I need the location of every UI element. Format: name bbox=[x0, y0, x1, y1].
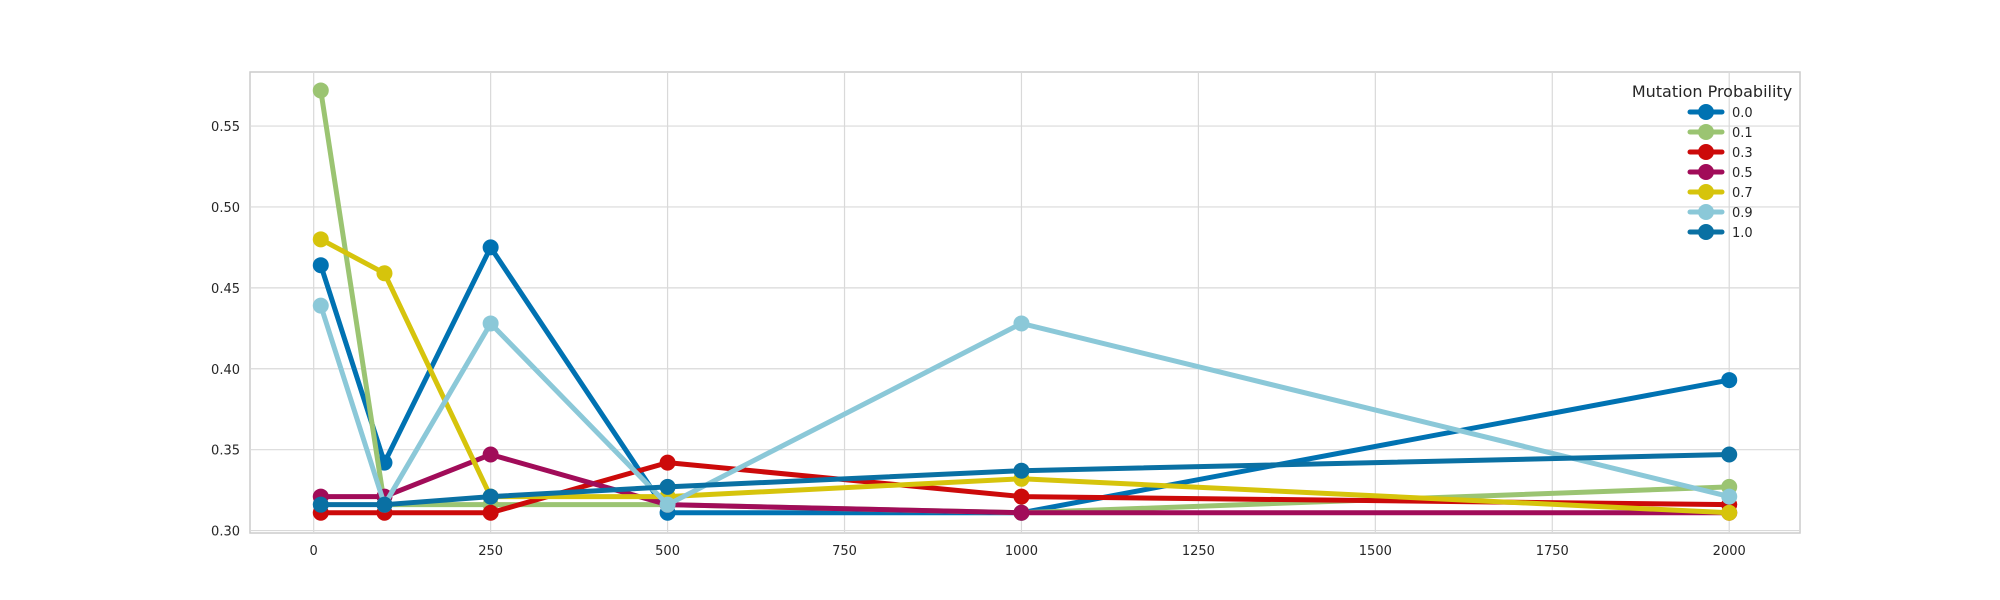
legend-item: 0.5 bbox=[1687, 164, 1753, 181]
legend-title: Mutation Probability bbox=[1632, 82, 1792, 101]
data-point bbox=[1721, 488, 1738, 505]
data-point bbox=[482, 239, 499, 256]
data-point bbox=[1013, 315, 1030, 332]
data-point bbox=[376, 265, 393, 282]
legend-marker bbox=[1698, 184, 1714, 200]
data-point bbox=[312, 82, 329, 99]
data-point bbox=[482, 504, 499, 521]
series-line bbox=[318, 452, 1732, 508]
legend-marker bbox=[1698, 224, 1714, 240]
x-tick-label: 1750 bbox=[1536, 544, 1569, 559]
series-line bbox=[318, 303, 1732, 508]
series-group bbox=[312, 82, 1738, 521]
legend: Mutation Probability 0.0 0.1 0.3 0.5 0.7 0.9 1… bbox=[1632, 82, 1792, 241]
data-point bbox=[312, 231, 329, 248]
legend-marker bbox=[1698, 104, 1714, 120]
series-1.0 bbox=[312, 446, 1738, 513]
legend-item: 0.0 bbox=[1687, 104, 1753, 121]
x-tick-label: 500 bbox=[655, 544, 680, 559]
data-point bbox=[1721, 446, 1738, 463]
data-point bbox=[376, 496, 393, 513]
legend-label: 0.7 bbox=[1732, 186, 1753, 201]
legend-marker bbox=[1698, 204, 1714, 220]
legend-label: 0.3 bbox=[1732, 146, 1753, 161]
y-tick-label: 0.50 bbox=[211, 201, 240, 216]
series-0.9 bbox=[312, 297, 1738, 513]
y-tick-label: 0.40 bbox=[211, 363, 240, 378]
y-tick-label: 0.35 bbox=[211, 444, 240, 459]
data-point bbox=[1013, 504, 1030, 521]
legend-marker bbox=[1698, 124, 1714, 140]
x-tick-label: 1250 bbox=[1182, 544, 1215, 559]
y-tick-label: 0.45 bbox=[211, 282, 240, 297]
series-line bbox=[318, 452, 1732, 516]
data-point bbox=[1721, 372, 1738, 389]
x-tick-label: 1000 bbox=[1005, 544, 1038, 559]
legend-item: 1.0 bbox=[1687, 224, 1753, 241]
x-tick-label: 0 bbox=[310, 544, 318, 559]
tick-labels: 0 250 500 750 1000 1250 1500 1750 2000 0.30 0.35 0.… bbox=[211, 120, 1746, 559]
legend-item: 0.7 bbox=[1687, 184, 1753, 201]
data-point bbox=[659, 454, 676, 471]
y-tick-label: 0.55 bbox=[211, 120, 240, 135]
legend-item: 0.9 bbox=[1687, 204, 1753, 221]
legend-marker bbox=[1698, 164, 1714, 180]
legend-label: 0.1 bbox=[1732, 126, 1753, 141]
legend-label: 0.5 bbox=[1732, 166, 1753, 181]
legend-label: 1.0 bbox=[1732, 226, 1753, 241]
gridlines bbox=[250, 72, 1800, 533]
series-line bbox=[318, 87, 1732, 516]
data-point bbox=[659, 496, 676, 513]
data-point bbox=[482, 488, 499, 505]
series-line bbox=[318, 236, 1732, 516]
x-tick-label: 2000 bbox=[1713, 544, 1746, 559]
data-point bbox=[659, 478, 676, 495]
data-point bbox=[1013, 462, 1030, 479]
data-point bbox=[482, 315, 499, 332]
plot-area bbox=[249, 71, 1801, 534]
data-point bbox=[312, 297, 329, 314]
y-tick-label: 0.30 bbox=[211, 525, 240, 540]
x-tick-label: 250 bbox=[478, 544, 503, 559]
data-point bbox=[312, 257, 329, 274]
legend-item: 0.3 bbox=[1687, 144, 1753, 161]
data-point bbox=[1013, 488, 1030, 505]
x-tick-label: 1500 bbox=[1359, 544, 1392, 559]
legend-item: 0.1 bbox=[1687, 124, 1753, 141]
legend-marker bbox=[1698, 144, 1714, 160]
legend-label: 0.0 bbox=[1732, 106, 1753, 121]
data-point bbox=[482, 446, 499, 463]
data-point bbox=[1721, 504, 1738, 521]
series-line bbox=[318, 460, 1732, 516]
legend-label: 0.9 bbox=[1732, 206, 1753, 221]
data-point bbox=[312, 496, 329, 513]
x-tick-label: 750 bbox=[832, 544, 857, 559]
